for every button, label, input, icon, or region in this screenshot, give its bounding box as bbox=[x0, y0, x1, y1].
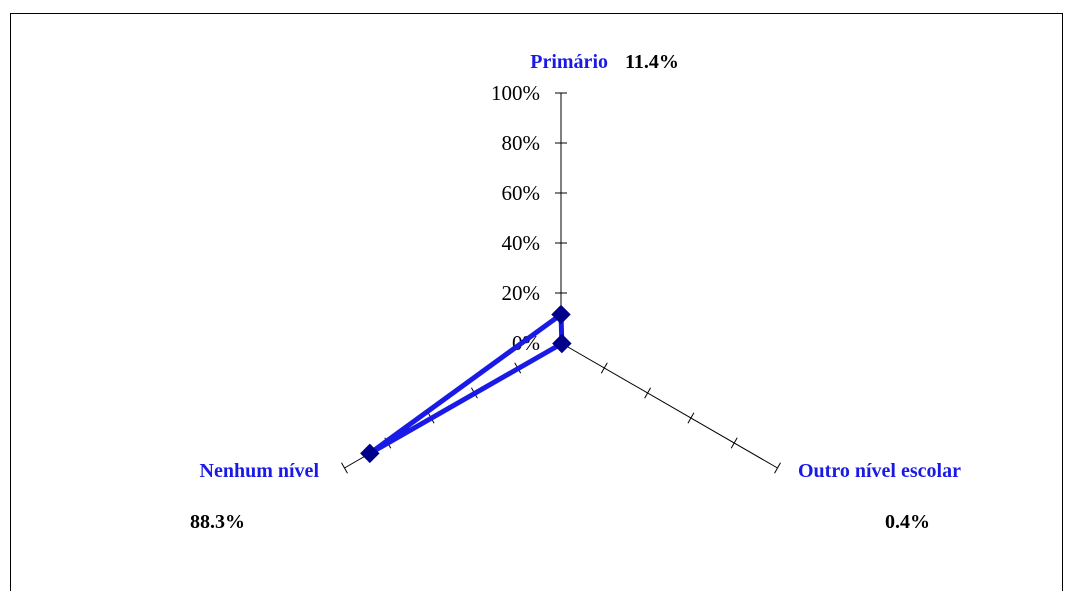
axis-tick bbox=[600, 362, 608, 374]
tick-label: 100% bbox=[491, 81, 540, 105]
tick-label: 20% bbox=[502, 281, 541, 305]
data-marker bbox=[551, 304, 571, 325]
category-label: Nenhum nível bbox=[200, 460, 320, 482]
axis-tick bbox=[774, 462, 781, 474]
tick-label: 40% bbox=[502, 231, 541, 255]
tick-label: 80% bbox=[502, 131, 541, 155]
value-label: 0.4% bbox=[885, 511, 930, 533]
tick-label: 60% bbox=[502, 181, 541, 205]
axis-tick bbox=[730, 437, 738, 449]
axis-tick bbox=[644, 387, 652, 399]
axis-tick bbox=[341, 462, 348, 474]
value-label: 88.3% bbox=[190, 511, 245, 533]
radar-series bbox=[367, 312, 565, 456]
value-labels: 11.4% 0.4% 88.3% bbox=[190, 51, 930, 533]
category-label: Outro nível escolar bbox=[798, 460, 961, 482]
radar-markers bbox=[360, 304, 572, 464]
chart-frame bbox=[10, 13, 1063, 591]
axis-line bbox=[560, 342, 778, 469]
data-marker bbox=[360, 443, 380, 464]
category-label: Primário bbox=[530, 51, 608, 73]
series-line bbox=[367, 312, 565, 456]
data-marker bbox=[552, 333, 572, 354]
radar-axes bbox=[344, 93, 778, 469]
value-label: 11.4% bbox=[625, 51, 679, 73]
radar-tick-labels: 0%20%40%60%80%100% bbox=[491, 81, 540, 355]
category-labels: Primário Outro nível escolar Nenhum nível bbox=[200, 51, 962, 482]
axis-tick bbox=[687, 412, 695, 424]
